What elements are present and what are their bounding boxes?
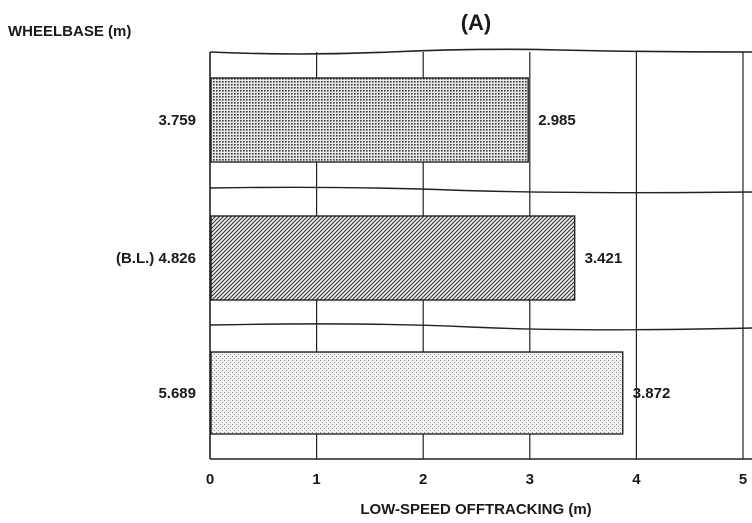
labels: 0 1 2 3 4 5 3.759 2.985 (B.L.) 4.826 3.421 5.689 3.… xyxy=(116,112,747,488)
chart-title: (A) xyxy=(461,10,492,35)
category-label: 5.689 xyxy=(158,385,196,402)
x-tick-label: 2 xyxy=(419,471,427,488)
value-label: 3.872 xyxy=(633,385,671,402)
bar xyxy=(210,77,529,163)
x-tick-label: 3 xyxy=(526,471,534,488)
x-axis-title: LOW-SPEED OFFTRACKING (m) xyxy=(360,501,591,518)
x-tick-label: 0 xyxy=(206,471,214,488)
x-tick-label: 1 xyxy=(312,471,320,488)
category-label: 3.759 xyxy=(158,112,196,129)
y-axis-title: WHEELBASE (m) xyxy=(8,23,131,40)
bar xyxy=(210,215,576,301)
category-label: (B.L.) 4.826 xyxy=(116,250,196,267)
bars xyxy=(210,77,624,435)
plot-top-border xyxy=(209,48,752,55)
x-tick-label: 4 xyxy=(632,471,641,488)
x-tick-label: 5 xyxy=(739,471,747,488)
bar xyxy=(210,351,624,435)
band-separator xyxy=(209,186,752,194)
value-label: 3.421 xyxy=(585,250,623,267)
band-separator xyxy=(209,323,752,331)
value-label: 2.985 xyxy=(538,112,576,129)
